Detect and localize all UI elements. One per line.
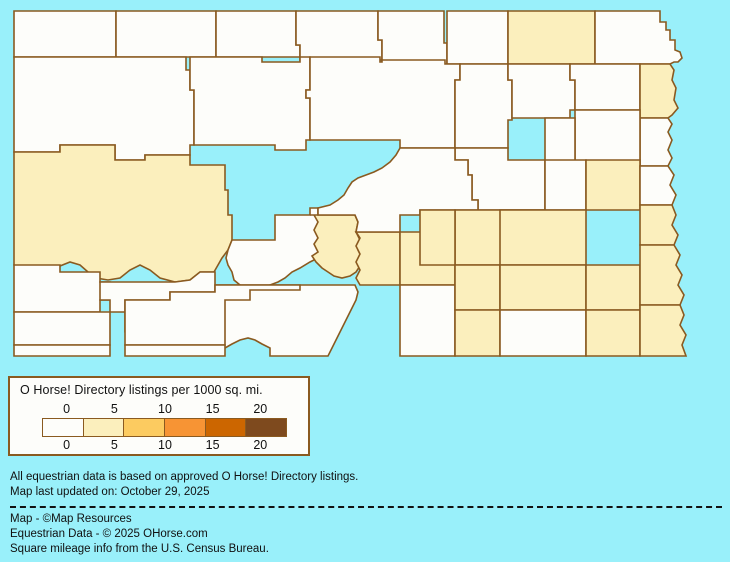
county-layer — [13, 10, 688, 357]
county-region — [377, 10, 448, 65]
legend-tick-label: 15 — [205, 402, 220, 416]
north-dakota-county-map — [13, 10, 688, 357]
county-region — [13, 264, 111, 313]
county-region — [13, 311, 111, 346]
county-region — [124, 344, 226, 357]
county-region — [639, 204, 679, 246]
county-region — [585, 159, 641, 211]
county-region — [115, 10, 217, 58]
legend-tick-label: 10 — [158, 438, 172, 452]
legend-tick-label: 0 — [63, 438, 71, 452]
county-region — [585, 264, 641, 311]
county-region — [544, 159, 587, 211]
legend-color-bar — [42, 418, 287, 437]
county-region — [585, 309, 641, 357]
county-region — [446, 10, 509, 65]
county-region — [507, 10, 596, 65]
legend-scale-labels-bottom: 0 5 10 15 20 — [10, 438, 308, 453]
legend-tick-label: 5 — [110, 402, 118, 416]
credits-block: Map - ©Map Resources Equestrian Data - ©… — [10, 512, 530, 557]
county-region — [399, 284, 456, 357]
legend-color-swatch — [165, 419, 206, 436]
county-region — [499, 309, 587, 357]
legend-panel: O Horse! Directory listings per 1000 sq.… — [8, 376, 310, 456]
note-line: Map last updated on: October 29, 2025 — [10, 486, 210, 498]
county-region — [639, 117, 673, 167]
county-region — [295, 10, 383, 61]
legend-scale-labels-top: 0 5 10 15 20 — [10, 402, 308, 417]
legend-color-swatch — [43, 419, 84, 436]
county-region — [454, 309, 501, 357]
credit-line: Equestrian Data - © 2025 OHorse.com — [10, 528, 208, 540]
map-container — [13, 10, 688, 357]
county-region — [507, 63, 576, 119]
legend-tick-label: 5 — [110, 438, 118, 452]
county-region — [639, 63, 679, 119]
county-region — [574, 109, 641, 167]
legend-tick-label: 20 — [253, 402, 268, 416]
county-region — [639, 244, 685, 306]
credit-line: Square mileage info from the U.S. Census… — [10, 543, 269, 555]
legend-color-swatch — [83, 419, 125, 436]
county-region — [639, 165, 677, 206]
county-region — [454, 63, 513, 149]
legend-tick-label: 10 — [158, 402, 172, 416]
county-region — [305, 56, 461, 149]
county-region — [13, 344, 111, 357]
county-region — [317, 147, 479, 233]
county-region — [499, 264, 587, 311]
legend-tick-label: 0 — [63, 402, 71, 416]
county-region — [13, 144, 233, 283]
legend-title: O Horse! Directory listings per 1000 sq.… — [20, 383, 263, 397]
credit-line: Map - ©Map Resources — [10, 513, 132, 525]
county-region — [569, 63, 641, 111]
county-region — [544, 117, 576, 167]
legend-tick-label: 20 — [253, 438, 268, 452]
legend-color-swatch — [205, 419, 247, 436]
divider — [10, 506, 722, 509]
legend-tick-label: 15 — [205, 438, 220, 452]
county-region — [499, 209, 587, 266]
county-region — [454, 264, 501, 311]
legend-color-swatch — [124, 419, 166, 436]
note-line: All equestrian data is based on approved… — [10, 471, 359, 483]
county-region — [419, 209, 456, 266]
county-region — [639, 304, 688, 357]
county-region — [189, 56, 311, 151]
county-region — [225, 207, 325, 291]
legend-color-swatch — [246, 419, 287, 436]
county-region — [354, 231, 401, 286]
county-region — [13, 10, 117, 58]
county-region — [215, 10, 301, 58]
notes-block: All equestrian data is based on approved… — [10, 470, 530, 500]
county-region — [594, 10, 683, 65]
